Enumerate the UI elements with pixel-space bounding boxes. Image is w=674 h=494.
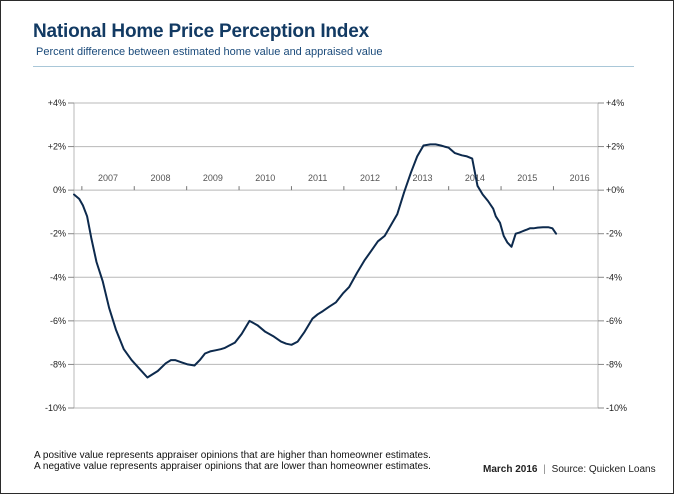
x-year-label: 2011 xyxy=(308,173,327,183)
y-tick-label-right: +0% xyxy=(606,185,624,195)
year-labels: 2007 2008 2009 2010 2011 2012 2013 2014 2015 2016 xyxy=(81,173,590,191)
title-divider xyxy=(33,66,634,67)
y-tick-label-left: +4% xyxy=(48,98,66,108)
x-year-label: 2007 xyxy=(98,173,118,183)
series-layer xyxy=(73,143,558,379)
y-tick-label-left: -8% xyxy=(50,359,66,369)
grid-layer xyxy=(68,102,604,409)
y-tick-label-right: -6% xyxy=(606,316,622,326)
series-line xyxy=(73,143,558,379)
y-tick-label-right: -8% xyxy=(606,359,622,369)
x-year-label: 2012 xyxy=(360,173,380,183)
chart-subtitle: Percent difference between estimated hom… xyxy=(36,46,383,58)
y-tick-label-right: +4% xyxy=(606,98,624,108)
footnote-negative: A negative value represents appraiser op… xyxy=(34,461,431,472)
y-tick-label-left: -10% xyxy=(45,403,66,413)
x-year-label: 2009 xyxy=(203,173,223,183)
x-year-label: 2015 xyxy=(517,173,537,183)
y-tick-label-left: -2% xyxy=(50,229,66,239)
x-year-label: 2014 xyxy=(465,173,485,183)
x-year-label: 2013 xyxy=(412,173,432,183)
y-tick-label-left: -4% xyxy=(50,272,66,282)
y-tick-label-right: -4% xyxy=(606,272,622,282)
chart-title: National Home Price Perception Index xyxy=(33,21,369,42)
y-tick-label-left: -6% xyxy=(50,316,66,326)
x-year-label: 2016 xyxy=(570,173,590,183)
y-tick-label-right: -10% xyxy=(606,403,627,413)
y-tick-label-left: 0% xyxy=(53,185,66,195)
y-tick-label-left: +2% xyxy=(48,142,66,152)
y-tick-label-right: -2% xyxy=(606,229,622,239)
y-tick-labels: +4% +4% +2% +2% 0% +0% -2% -2% -4% -4% -6% -6% -8% -8… xyxy=(45,98,627,413)
source-label: Source: Quicken Loans xyxy=(551,464,656,475)
x-year-label: 2010 xyxy=(255,173,275,183)
source-separator: | xyxy=(543,464,546,475)
report-date: March 2016 xyxy=(483,464,538,475)
x-year-label: 2008 xyxy=(150,173,170,183)
footnote-positive: A positive value represents appraiser op… xyxy=(34,450,431,461)
y-tick-label-right: +2% xyxy=(606,142,624,152)
